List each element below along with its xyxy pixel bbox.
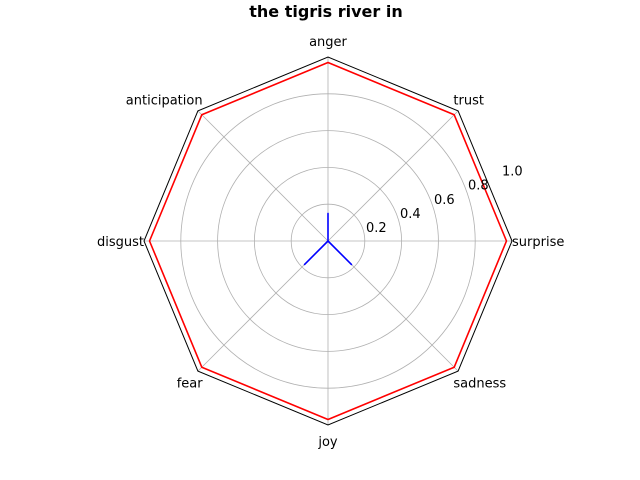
r-tick-label-0: 0.2 <box>366 221 387 236</box>
series-line-0 <box>148 61 508 421</box>
r-tick-label-1: 0.4 <box>400 207 421 222</box>
category-label-anger: anger <box>309 35 347 50</box>
series-line-1 <box>303 212 353 266</box>
r-tick-label-4: 1.0 <box>502 165 523 180</box>
grid-spoke-anticipation <box>197 110 329 242</box>
category-label-trust: trust <box>453 94 484 109</box>
category-label-joy: joy <box>317 435 338 450</box>
category-label-anticipation: anticipation <box>126 94 203 109</box>
chart-title: the tigris river in <box>249 2 403 21</box>
category-label-surprise: surprise <box>512 235 564 250</box>
category-label-sadness: sadness <box>453 376 506 391</box>
r-tick-label-2: 0.6 <box>434 193 455 208</box>
label-layer: surprise trust anger anticipation disgust fea… <box>97 35 564 450</box>
category-label-fear: fear <box>177 376 204 391</box>
series-layer <box>148 61 508 421</box>
category-label-disgust: disgust <box>97 235 144 250</box>
frame-layer <box>143 56 513 426</box>
polar-frame <box>143 56 513 426</box>
grid-spoke-trust <box>327 110 459 242</box>
r-tick-label-3: 0.8 <box>468 179 489 194</box>
